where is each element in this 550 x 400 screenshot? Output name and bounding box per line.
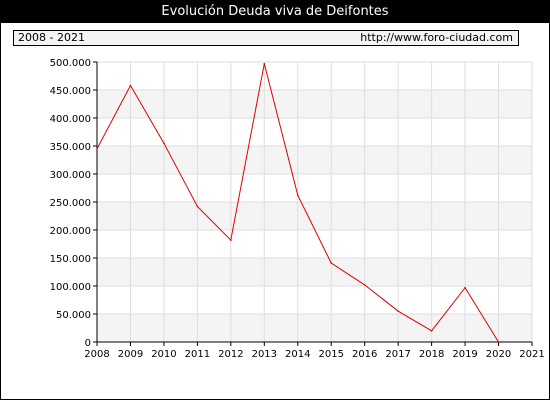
date-range-label: 2008 - 2021 [18, 31, 85, 44]
x-tick-label: 2017 [385, 349, 410, 360]
x-tick-label: 2016 [352, 349, 377, 360]
x-tick-label: 2013 [252, 349, 277, 360]
y-tick-label: 300.000 [50, 170, 91, 181]
data-point [96, 148, 98, 150]
x-tick-label: 2019 [452, 349, 477, 360]
y-tick-label: 250.000 [50, 198, 91, 209]
x-tick-label: 2018 [419, 349, 444, 360]
data-point [163, 142, 165, 144]
plot-band [97, 314, 532, 342]
y-tick-label: 0 [85, 338, 91, 349]
x-tick-label: 2009 [118, 349, 143, 360]
x-tick-label: 2010 [151, 349, 176, 360]
data-point [230, 239, 232, 241]
data-point [397, 310, 399, 313]
data-point [430, 330, 433, 332]
data-point [196, 205, 199, 208]
data-point [497, 341, 500, 343]
data-point [464, 286, 466, 289]
y-tick-label: 50.000 [56, 310, 91, 321]
chart-info-box: 2008 - 2021 http://www.foro-ciudad.com [13, 30, 519, 46]
x-tick-label: 2020 [486, 349, 511, 360]
chart-title: Evolución Deuda viva de Deifontes [1, 1, 549, 23]
x-tick-label: 2021 [519, 349, 544, 360]
x-tick-label: 2012 [218, 349, 243, 360]
plot-band [97, 146, 532, 174]
data-point [296, 194, 299, 197]
data-point [263, 62, 266, 65]
plot-band [97, 258, 532, 286]
plot-band [97, 90, 532, 118]
y-tick-label: 350.000 [50, 142, 91, 153]
x-tick-label: 2014 [285, 349, 310, 360]
y-tick-label: 500.000 [50, 58, 91, 69]
y-tick-label: 200.000 [50, 226, 91, 237]
x-tick-label: 2008 [84, 349, 109, 360]
x-tick-label: 2015 [319, 349, 344, 360]
source-url: http://www.foro-ciudad.com [360, 31, 513, 44]
y-tick-label: 100.000 [50, 282, 91, 293]
plot-band [97, 202, 532, 230]
y-tick-label: 450.000 [50, 86, 91, 97]
y-tick-label: 400.000 [50, 114, 91, 125]
y-tick-label: 150.000 [50, 254, 91, 265]
x-tick-label: 2011 [185, 349, 210, 360]
data-point [330, 262, 333, 264]
data-point [363, 284, 366, 286]
data-point [129, 84, 132, 87]
